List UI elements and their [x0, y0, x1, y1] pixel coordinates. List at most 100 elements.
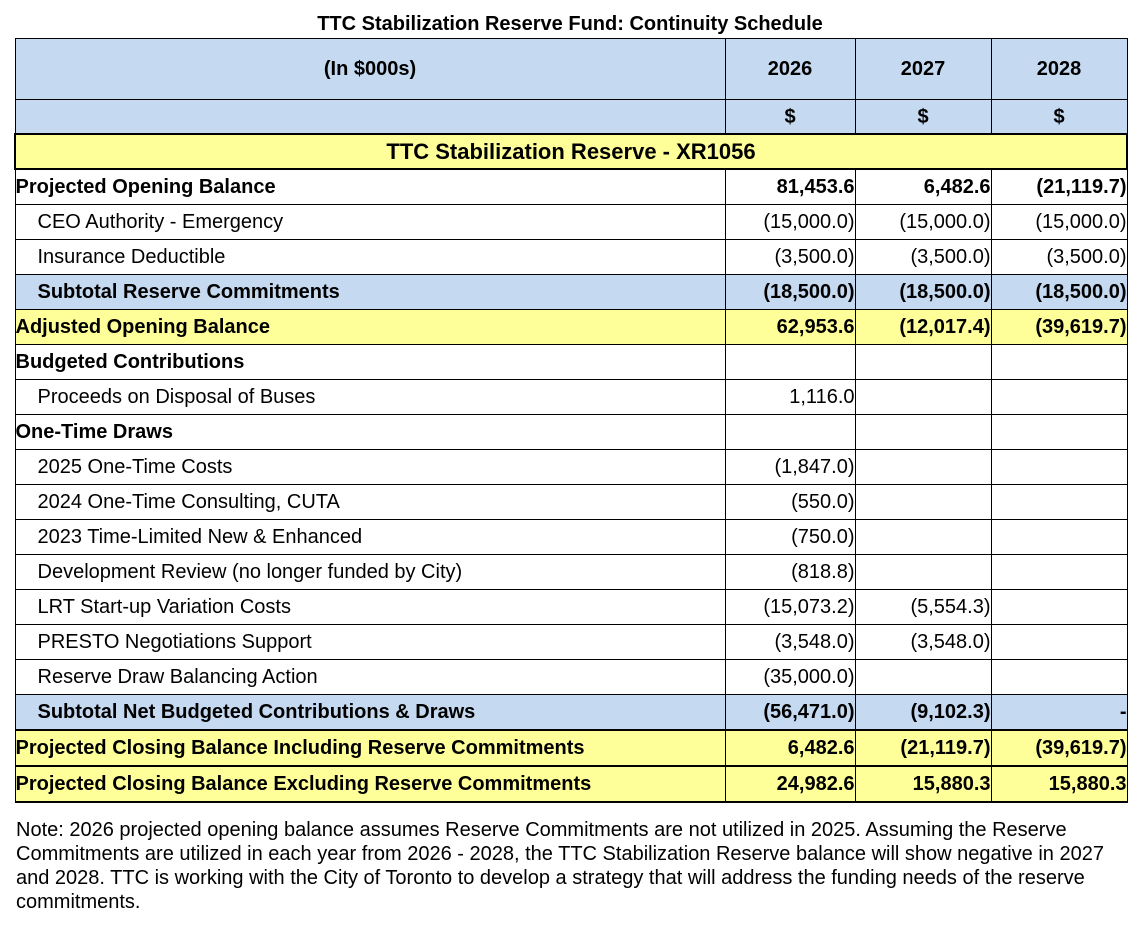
- cell-2028: 15,880.3: [990, 765, 1128, 803]
- cell-2027: [854, 344, 992, 380]
- table-row: CEO Authority - Emergency (15,000.0) (15…: [14, 204, 1128, 240]
- year-header-2028: 2028: [990, 38, 1128, 100]
- table-row: Reserve Draw Balancing Action (35,000.0): [14, 659, 1128, 695]
- cell-2028: [990, 484, 1128, 520]
- row-label: PRESTO Negotiations Support: [14, 624, 726, 660]
- cell-2026: (550.0): [724, 484, 856, 520]
- cell-2028: (39,619.7): [990, 729, 1128, 767]
- section-row: TTC Stabilization Reserve - XR1056: [14, 133, 1128, 170]
- cell-2028: (39,619.7): [990, 309, 1128, 345]
- row-label: Projected Opening Balance: [14, 168, 726, 205]
- cell-2026: [724, 344, 856, 380]
- row-label: Development Review (no longer funded by …: [14, 554, 726, 590]
- cell-2026: (1,847.0): [724, 449, 856, 485]
- adjusted-balance-row: Adjusted Opening Balance 62,953.6 (12,01…: [14, 309, 1128, 345]
- year-header-2027: 2027: [854, 38, 992, 100]
- row-label: 2024 One-Time Consulting, CUTA: [14, 484, 726, 520]
- row-label: Projected Closing Balance Including Rese…: [14, 729, 726, 767]
- year-header-2026: 2026: [724, 38, 856, 100]
- table-row: Insurance Deductible (3,500.0) (3,500.0)…: [14, 239, 1128, 275]
- cell-2028: (21,119.7): [990, 168, 1128, 205]
- cell-2027: (12,017.4): [854, 309, 992, 345]
- cell-2028: -: [990, 694, 1128, 731]
- units-header: (In $000s): [14, 38, 726, 100]
- cell-2028: (18,500.0): [990, 274, 1128, 310]
- section-title: TTC Stabilization Reserve - XR1056: [14, 133, 1128, 170]
- cell-2028: [990, 449, 1128, 485]
- cell-2026: 6,482.6: [724, 729, 856, 767]
- cell-2026: 81,453.6: [724, 168, 856, 205]
- currency-row: $ $ $: [14, 99, 1128, 135]
- closing-balance-excluding-row: Projected Closing Balance Excluding Rese…: [14, 765, 1128, 803]
- cell-2028: [990, 659, 1128, 695]
- cell-2027: [854, 379, 992, 415]
- cell-2028: [990, 589, 1128, 625]
- currency-2028: $: [990, 99, 1128, 135]
- row-label: One-Time Draws: [14, 414, 726, 450]
- row-label: Adjusted Opening Balance: [14, 309, 726, 345]
- cell-2027: (21,119.7): [854, 729, 992, 767]
- cell-2027: (5,554.3): [854, 589, 992, 625]
- table-row: Development Review (no longer funded by …: [14, 554, 1128, 590]
- cell-2027: [854, 414, 992, 450]
- table-row: 2023 Time-Limited New & Enhanced (750.0): [14, 519, 1128, 555]
- cell-2028: (15,000.0): [990, 204, 1128, 240]
- row-label: Insurance Deductible: [14, 239, 726, 275]
- cell-2028: [990, 379, 1128, 415]
- row-label: 2025 One-Time Costs: [14, 449, 726, 485]
- header-row: (In $000s) 2026 2027 2028: [14, 38, 1128, 100]
- table-row: Budgeted Contributions: [14, 344, 1128, 380]
- subtotal-row: Subtotal Reserve Commitments (18,500.0) …: [14, 274, 1128, 310]
- cell-2028: [990, 624, 1128, 660]
- row-label: Projected Closing Balance Excluding Rese…: [14, 765, 726, 803]
- table-row: PRESTO Negotiations Support (3,548.0) (3…: [14, 624, 1128, 660]
- cell-2027: [854, 554, 992, 590]
- cell-2027: (3,500.0): [854, 239, 992, 275]
- currency-2026: $: [724, 99, 856, 135]
- row-label: LRT Start-up Variation Costs: [14, 589, 726, 625]
- cell-2026: 62,953.6: [724, 309, 856, 345]
- row-label: Proceeds on Disposal of Buses: [14, 379, 726, 415]
- cell-2026: 1,116.0: [724, 379, 856, 415]
- table-row: LRT Start-up Variation Costs (15,073.2) …: [14, 589, 1128, 625]
- cell-2028: [990, 344, 1128, 380]
- cell-2026: (35,000.0): [724, 659, 856, 695]
- cell-2026: (818.8): [724, 554, 856, 590]
- cell-2027: 6,482.6: [854, 168, 992, 205]
- cell-2027: 15,880.3: [854, 765, 992, 803]
- currency-blank: [14, 99, 726, 135]
- subtotal-row: Subtotal Net Budgeted Contributions & Dr…: [14, 694, 1128, 731]
- cell-2026: 24,982.6: [724, 765, 856, 803]
- cell-2027: (3,548.0): [854, 624, 992, 660]
- row-label: Subtotal Net Budgeted Contributions & Dr…: [14, 694, 726, 731]
- table-row: Proceeds on Disposal of Buses 1,116.0: [14, 379, 1128, 415]
- cell-2026: (15,073.2): [724, 589, 856, 625]
- cell-2027: [854, 484, 992, 520]
- cell-2026: (56,471.0): [724, 694, 856, 731]
- cell-2027: [854, 519, 992, 555]
- cell-2027: (9,102.3): [854, 694, 992, 731]
- table-row: 2024 One-Time Consulting, CUTA (550.0): [14, 484, 1128, 520]
- currency-2027: $: [854, 99, 992, 135]
- schedule-title: TTC Stabilization Reserve Fund: Continui…: [317, 13, 823, 35]
- cell-2026: [724, 414, 856, 450]
- row-label: Subtotal Reserve Commitments: [14, 274, 726, 310]
- table-row: Projected Opening Balance 81,453.6 6,482…: [14, 168, 1128, 205]
- cell-2026: (15,000.0): [724, 204, 856, 240]
- row-label: 2023 Time-Limited New & Enhanced: [14, 519, 726, 555]
- cell-2026: (18,500.0): [724, 274, 856, 310]
- row-label: Reserve Draw Balancing Action: [14, 659, 726, 695]
- cell-2028: [990, 414, 1128, 450]
- continuity-schedule-table: (In $000s) 2026 2027 2028 $ $ $ TTC Stab…: [14, 38, 1128, 803]
- footnote: Note: 2026 projected opening balance ass…: [16, 819, 1104, 913]
- row-label: CEO Authority - Emergency: [14, 204, 726, 240]
- row-label: Budgeted Contributions: [14, 344, 726, 380]
- cell-2027: (18,500.0): [854, 274, 992, 310]
- cell-2027: [854, 659, 992, 695]
- cell-2028: [990, 519, 1128, 555]
- cell-2026: (3,500.0): [724, 239, 856, 275]
- cell-2028: [990, 554, 1128, 590]
- cell-2027: (15,000.0): [854, 204, 992, 240]
- closing-balance-including-row: Projected Closing Balance Including Rese…: [14, 729, 1128, 767]
- cell-2028: (3,500.0): [990, 239, 1128, 275]
